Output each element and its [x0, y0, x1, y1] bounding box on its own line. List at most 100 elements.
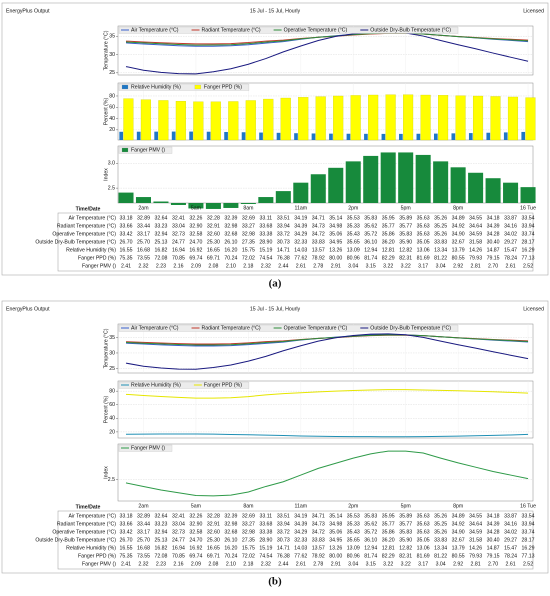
header-left: EnergyPlus Output — [6, 8, 50, 14]
cell: 32.91 — [207, 521, 220, 527]
bar — [486, 132, 491, 140]
cell: 33.23 — [154, 223, 167, 229]
cell: 32.69 — [242, 513, 255, 519]
bar — [154, 131, 158, 140]
bar — [123, 98, 134, 141]
cell: 24.77 — [172, 239, 185, 245]
bar — [206, 131, 211, 140]
header-left: EnergyPlus Output — [6, 306, 50, 312]
cell: 2.44 — [278, 263, 288, 269]
cell: 79.15 — [487, 553, 500, 559]
caption: (b) — [268, 576, 282, 588]
cell: 16.20 — [224, 247, 237, 253]
bar — [210, 101, 221, 141]
bar — [223, 203, 239, 208]
cell: 33.04 — [172, 521, 185, 527]
cell: 32.58 — [189, 529, 202, 535]
bar — [416, 133, 421, 140]
cell: 35.83 — [399, 231, 412, 237]
plot-area — [117, 323, 534, 374]
line-series — [125, 333, 529, 370]
cell: 35.89 — [399, 215, 412, 221]
cell: 34.64 — [469, 521, 482, 527]
y-tick-label: 40 — [109, 116, 115, 122]
legend-label: Outside Dry-Bulb Temperature (°C) — [370, 325, 451, 331]
cell: 13.06 — [417, 247, 430, 253]
cell: 32.90 — [189, 521, 202, 527]
cell: 15.19 — [259, 247, 272, 253]
cell: 72.02 — [242, 553, 255, 559]
cell: 33.38 — [259, 529, 272, 535]
cell: 2.09 — [191, 561, 201, 567]
cell: 35.83 — [399, 529, 412, 535]
cell: 16.65 — [207, 247, 220, 253]
cell: 3.17 — [418, 263, 428, 269]
cell: 2.18 — [243, 561, 253, 567]
cell: 35.26 — [434, 529, 447, 535]
bar — [520, 187, 536, 203]
cell: 35.86 — [382, 529, 395, 535]
cell: 35.63 — [417, 529, 430, 535]
cell: 32.68 — [224, 231, 237, 237]
cell: 73.55 — [137, 553, 150, 559]
cell: 34.59 — [469, 529, 482, 535]
legend-swatch — [194, 84, 201, 90]
cell: 36.20 — [382, 239, 395, 245]
cell: 72.08 — [154, 255, 167, 261]
cell: 32.60 — [207, 231, 220, 237]
y-tick-label: 2.5 — [108, 477, 115, 483]
bar — [468, 172, 484, 203]
x-tick-label: 5pm — [401, 503, 411, 509]
legend-label: Air Temperature (°C) — [131, 27, 179, 33]
legend: Relative Humidity (%) Fanger PPD (%) — [118, 83, 250, 91]
cell: 78.24 — [504, 255, 517, 261]
cell: 34.73 — [312, 223, 325, 229]
cell: 33.11 — [260, 513, 273, 519]
bar — [503, 182, 519, 203]
legend-label: Fanger PMV () — [131, 445, 165, 451]
cell: 34.92 — [452, 223, 465, 229]
cell: 13.34 — [434, 247, 447, 253]
cell: 36.20 — [382, 537, 395, 543]
cell: 3.04 — [348, 561, 358, 567]
legend-label: Relative Humidity (%) — [131, 382, 181, 388]
bar — [450, 167, 466, 203]
bar — [381, 133, 386, 140]
cell: 13.26 — [329, 545, 342, 551]
header-center: 15 Jul - 15 Jul, Hourly — [250, 8, 301, 14]
cell: 35.95 — [382, 513, 395, 519]
row-label: Air Temperature (°C) — [68, 215, 116, 221]
y-axis-label: Index — [103, 466, 109, 479]
cell: 26.10 — [224, 537, 237, 543]
cell: 32.98 — [224, 521, 237, 527]
cell: 77.62 — [294, 255, 307, 261]
cell: 29.27 — [504, 537, 517, 543]
cell: 75.35 — [120, 255, 133, 261]
table-frame — [57, 212, 534, 272]
cell: 34.90 — [452, 529, 465, 535]
cell: 35.25 — [434, 521, 447, 527]
cell: 32.33 — [294, 239, 307, 245]
cell: 2.10 — [226, 561, 236, 567]
cell: 34.71 — [312, 513, 325, 519]
bar — [193, 101, 204, 141]
cell: 35.26 — [434, 231, 447, 237]
bar — [280, 97, 291, 141]
cell: 69.71 — [207, 553, 220, 559]
bar — [485, 178, 501, 203]
cell: 33.72 — [277, 529, 290, 535]
line-series — [125, 32, 529, 46]
cell: 33.87 — [504, 215, 517, 221]
cell: 16.94 — [172, 247, 185, 253]
cell: 26.10 — [224, 239, 237, 245]
cell: 33.83 — [434, 537, 447, 543]
bar — [205, 203, 221, 209]
cell: 2.61 — [506, 263, 516, 269]
cell: 34.39 — [294, 521, 307, 527]
bar — [310, 174, 326, 203]
bar — [345, 161, 361, 203]
cell: 34.90 — [452, 231, 465, 237]
cell: 16.82 — [154, 545, 167, 551]
row-label: Outside Dry-Bulb Temperature (°C) — [35, 537, 116, 543]
bar — [276, 132, 281, 140]
